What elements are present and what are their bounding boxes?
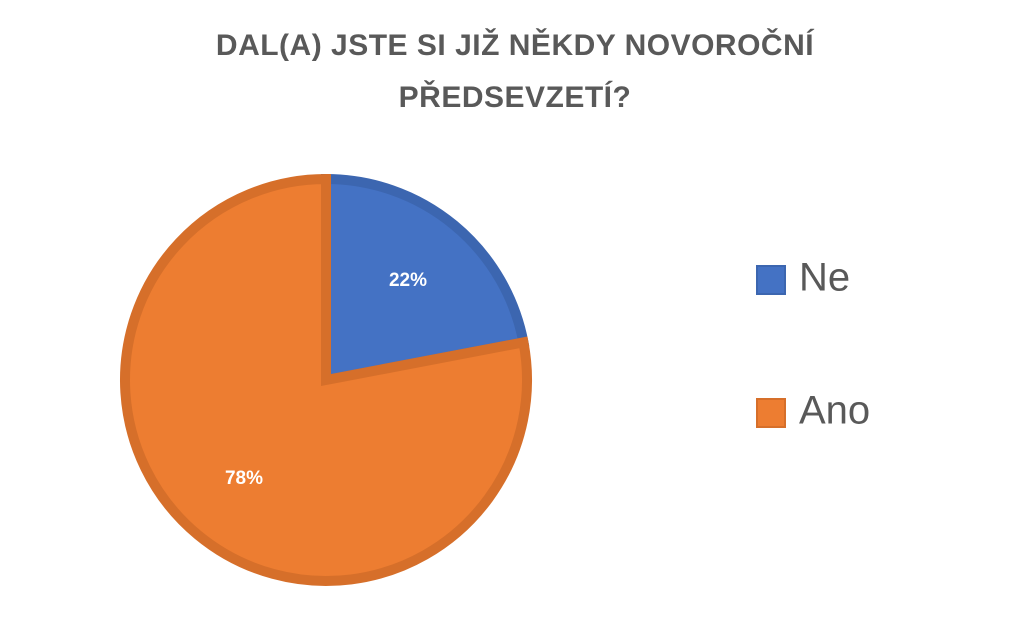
legend-swatch bbox=[756, 265, 786, 295]
legend-swatch bbox=[756, 398, 786, 428]
data-label: 22% bbox=[389, 270, 427, 291]
legend-label: Ano bbox=[799, 389, 870, 433]
data-label: 78% bbox=[225, 468, 263, 489]
pie-slice bbox=[321, 173, 530, 387]
pie-slice bbox=[120, 173, 532, 586]
legend-label: Ne bbox=[799, 256, 850, 300]
chart-title: DAL(A) JSTE SI JIŽ NĚKDY NOVOROČNÍ PŘEDS… bbox=[215, 29, 815, 114]
